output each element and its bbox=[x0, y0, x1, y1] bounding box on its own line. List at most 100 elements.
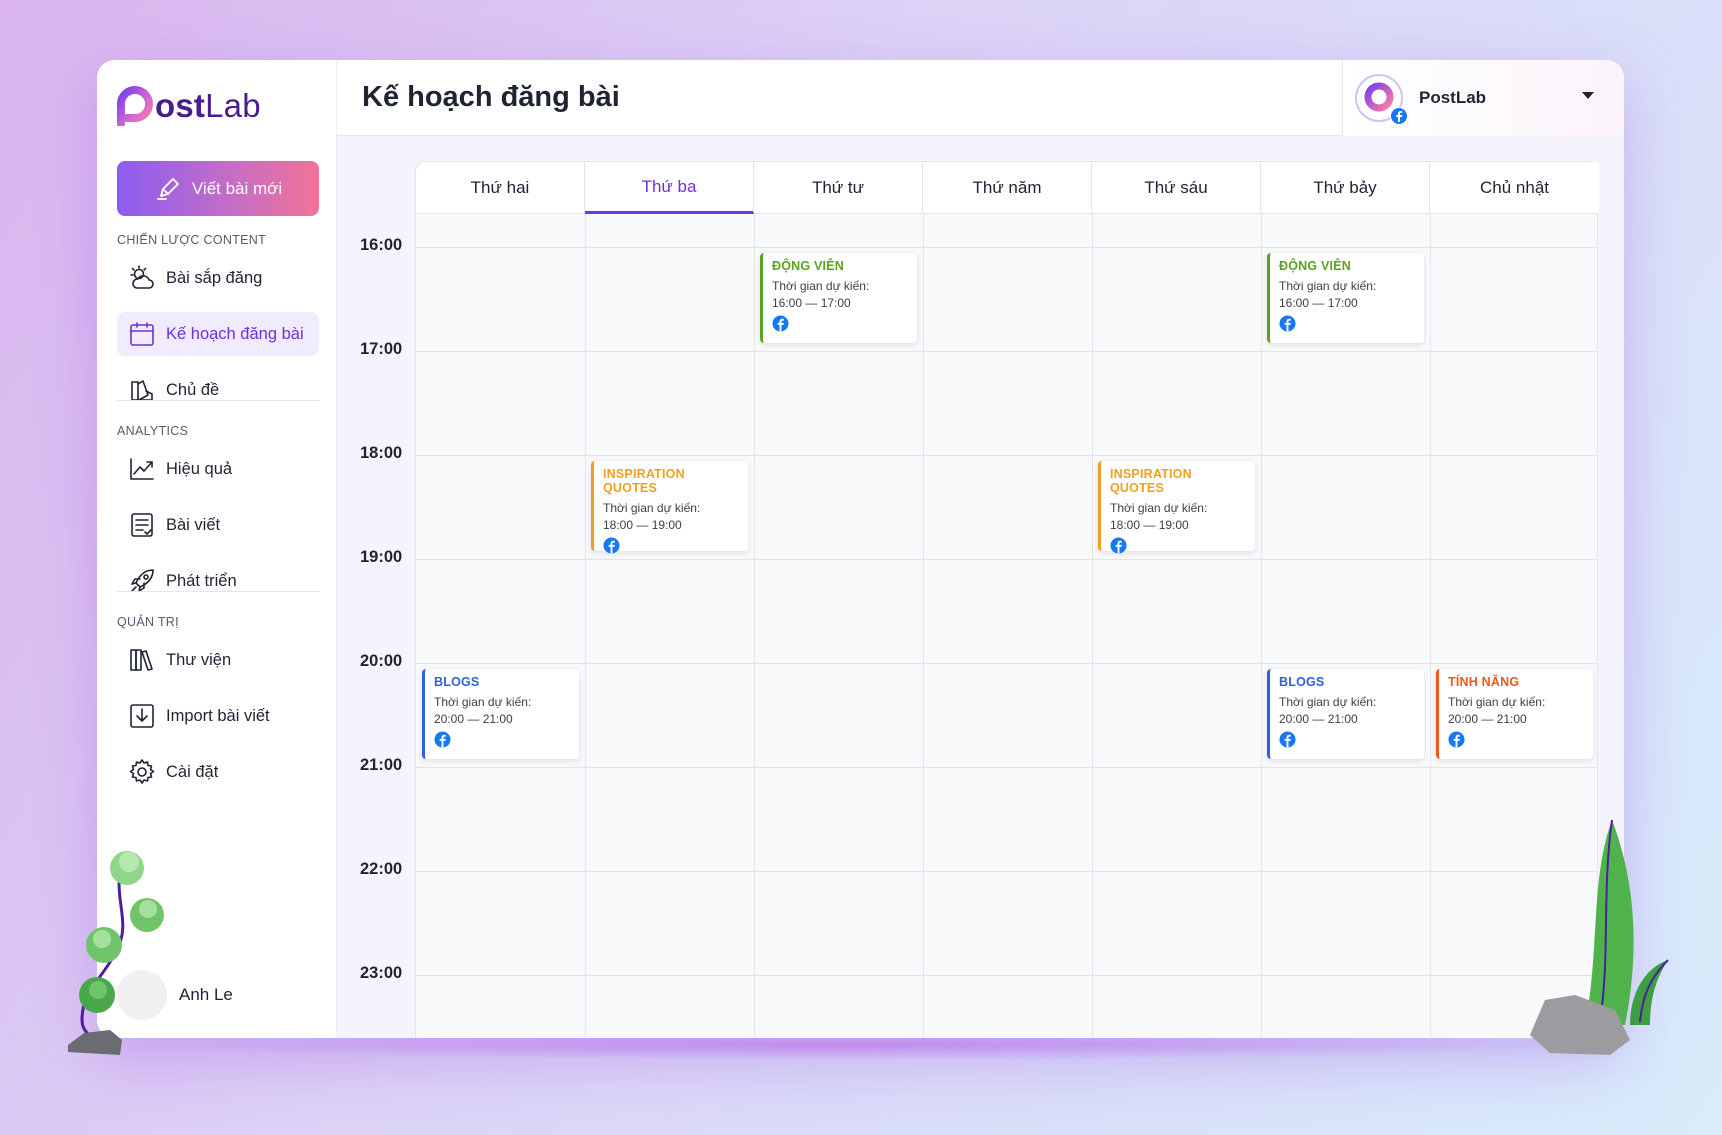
event-time-label: Thời gian dự kiến: bbox=[1279, 695, 1377, 709]
time-label: 18:00 bbox=[360, 444, 403, 462]
day-header[interactable]: Thứ năm bbox=[923, 162, 1092, 214]
sidebar-item-label: Kế hoạch đăng bài bbox=[166, 324, 304, 343]
app-window: ostLab Viết bài mới CHIẾN LƯỢC CONTENT Bà… bbox=[97, 60, 1624, 1038]
facebook-icon bbox=[1448, 731, 1465, 748]
calendar-event[interactable]: INSPIRATION QUOTES Thời gian dự kiến: 18:0… bbox=[591, 461, 748, 554]
sidebar-section-label: QUẢN TRỊ bbox=[117, 615, 179, 629]
hour-gridline bbox=[416, 975, 1597, 976]
calendar-event[interactable]: ĐỘNG VIÊN Thời gian dự kiến: 16:00 — 17:00 bbox=[1267, 253, 1424, 343]
column-divider bbox=[1430, 214, 1431, 1038]
hour-gridline bbox=[416, 663, 1597, 664]
sidebar-item-0-1[interactable]: Hiệu quả bbox=[117, 447, 319, 491]
user-name: Anh Le bbox=[179, 985, 233, 1004]
account-avatar bbox=[1354, 73, 1408, 125]
trend-chart-icon bbox=[130, 458, 154, 480]
event-title: BLOGS bbox=[434, 675, 480, 689]
column-divider bbox=[923, 214, 924, 1038]
logo-mark-icon bbox=[117, 86, 153, 126]
main-area: Kế hoạch đăng bài bbox=[337, 60, 1624, 1038]
sidebar-item-label: Cài đặt bbox=[166, 762, 219, 781]
new-post-label: Viết bài mới bbox=[191, 178, 283, 198]
sidebar-item-0-0[interactable]: Bài sắp đăng bbox=[117, 256, 319, 300]
facebook-icon bbox=[434, 731, 451, 748]
pen-write-icon bbox=[156, 177, 179, 200]
sidebar-item-2-0[interactable]: Chủ đề bbox=[117, 368, 319, 412]
sidebar-item-2-1[interactable]: Phát triển bbox=[117, 559, 319, 603]
new-post-button[interactable]: Viết bài mới bbox=[117, 161, 319, 216]
day-header[interactable]: Thứ ba bbox=[585, 162, 754, 214]
event-time: 18:00 — 19:00 bbox=[603, 518, 682, 532]
calendar-event[interactable]: BLOGS Thời gian dự kiến: 20:00 — 21:00 bbox=[1267, 669, 1424, 759]
event-time-label: Thời gian dự kiến: bbox=[772, 279, 870, 293]
chevron-down-icon[interactable] bbox=[1582, 92, 1594, 99]
calendar-event[interactable]: INSPIRATION QUOTES Thời gian dự kiến: 18:0… bbox=[1098, 461, 1255, 554]
sidebar-item-label: Hiệu quả bbox=[166, 459, 233, 478]
page-title: Kế hoạch đăng bài bbox=[362, 81, 620, 113]
facebook-icon bbox=[1390, 107, 1408, 125]
event-time-label: Thời gian dự kiến: bbox=[1448, 695, 1546, 709]
sun-cloud-icon bbox=[130, 265, 154, 289]
day-header[interactable]: Thứ bảy bbox=[1261, 162, 1430, 214]
sidebar-item-1-1[interactable]: Bài viết bbox=[117, 503, 319, 547]
account-name: PostLab bbox=[1419, 88, 1487, 107]
facebook-icon bbox=[1279, 315, 1296, 332]
library-books-icon bbox=[130, 649, 153, 671]
sidebar-item-label: Bài viết bbox=[166, 515, 221, 534]
hour-gridline bbox=[416, 455, 1597, 456]
hour-gridline bbox=[416, 871, 1597, 872]
account-switcher[interactable]: PostLab bbox=[1342, 60, 1624, 136]
time-label: 19:00 bbox=[360, 548, 403, 566]
calendar-event[interactable]: TÍNH NĂNG Thời gian dự kiến: 20:00 — 21:00 bbox=[1436, 669, 1593, 759]
calendar-icon bbox=[130, 322, 154, 346]
sidebar-item-0-2[interactable]: Thư viện bbox=[117, 638, 319, 682]
avatar bbox=[117, 970, 167, 1020]
sidebar-item-label: Thư viện bbox=[166, 650, 232, 669]
event-time: 16:00 — 17:00 bbox=[1279, 296, 1358, 310]
calendar-event[interactable]: BLOGS Thời gian dự kiến: 20:00 — 21:00 bbox=[422, 669, 579, 759]
document-icon bbox=[131, 513, 153, 537]
event-time-label: Thời gian dự kiến: bbox=[1279, 279, 1377, 293]
hour-gridline bbox=[416, 767, 1597, 768]
sidebar-item-2-2[interactable]: Cài đặt bbox=[117, 750, 319, 794]
facebook-icon bbox=[1110, 537, 1127, 554]
time-label: 17:00 bbox=[360, 340, 403, 358]
column-divider bbox=[754, 214, 755, 1038]
event-title: ĐỘNG VIÊN bbox=[772, 259, 844, 273]
user-profile[interactable]: Anh Le bbox=[117, 970, 233, 1020]
day-header[interactable]: Thứ sáu bbox=[1092, 162, 1261, 214]
plant-decoration-left bbox=[68, 851, 164, 1055]
sidebar-divider bbox=[117, 591, 319, 592]
time-label: 21:00 bbox=[360, 756, 403, 774]
event-title: INSPIRATION QUOTES bbox=[1110, 467, 1192, 495]
facebook-icon bbox=[1279, 731, 1296, 748]
event-time-label: Thời gian dự kiến: bbox=[603, 501, 701, 515]
day-header[interactable]: Thứ tư bbox=[754, 162, 923, 214]
gear-icon bbox=[129, 759, 155, 784]
sidebar-section-label: ANALYTICS bbox=[117, 424, 189, 438]
time-label: 22:00 bbox=[360, 860, 403, 878]
day-header[interactable]: Chủ nhật bbox=[1430, 162, 1599, 214]
time-label: 16:00 bbox=[360, 236, 403, 254]
event-time-label: Thời gian dự kiến: bbox=[1110, 501, 1208, 515]
calendar-grid: Thứ hai Thứ ba Thứ tư Thứ năm Thứ sáu Thứ bảy… bbox=[415, 161, 1599, 1038]
sidebar-item-1-0[interactable]: Kế hoạch đăng bài bbox=[117, 312, 319, 356]
sidebar-section-label: CHIẾN LƯỢC CONTENT bbox=[117, 233, 267, 247]
sidebar-item-label: Chủ đề bbox=[166, 380, 220, 399]
event-title: TÍNH NĂNG bbox=[1448, 675, 1520, 689]
column-divider bbox=[1092, 214, 1093, 1038]
column-divider bbox=[585, 214, 586, 1038]
logo[interactable]: ostLab bbox=[117, 84, 261, 128]
sidebar-divider bbox=[117, 400, 319, 401]
time-label: 23:00 bbox=[360, 964, 403, 982]
event-title: ĐỘNG VIÊN bbox=[1279, 259, 1351, 273]
import-icon bbox=[130, 704, 154, 728]
event-time: 20:00 — 21:00 bbox=[1448, 712, 1527, 726]
logo-text: ostLab bbox=[155, 87, 261, 124]
calendar-event[interactable]: ĐỘNG VIÊN Thời gian dự kiến: 16:00 — 17:00 bbox=[760, 253, 917, 343]
sidebar-item-1-2[interactable]: Import bài viết bbox=[117, 694, 319, 738]
plant-decoration-right bbox=[1530, 819, 1669, 1055]
page-header: Kế hoạch đăng bài bbox=[337, 60, 1624, 136]
sidebar-item-label: Bài sắp đăng bbox=[166, 268, 263, 287]
day-header[interactable]: Thứ hai bbox=[416, 162, 585, 214]
event-title: BLOGS bbox=[1279, 675, 1325, 689]
